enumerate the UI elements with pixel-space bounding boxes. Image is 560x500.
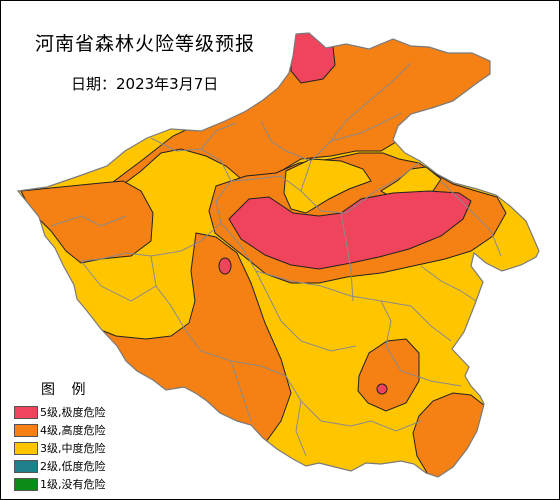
city-boundaries (50, 62, 502, 457)
legend-label-level3: 3级,中度危险 (40, 442, 106, 455)
level4-west-zone (20, 180, 154, 264)
legend-item-level2: 2级,低度危险 (14, 457, 106, 475)
legend-swatch-level3 (14, 441, 38, 455)
legend-title: 图 例 (41, 382, 92, 398)
level5-central-zone (228, 190, 472, 270)
legend: 5级,极度危险 4级,高度危险 3级,中度危险 2级,低度危险 1级,没有危险 (14, 403, 106, 493)
legend-item-level5: 5级,极度危险 (14, 403, 106, 421)
legend-label-level4: 4级,高度危险 (40, 424, 106, 437)
legend-label-level1: 1级,没有危险 (40, 478, 106, 491)
level5-south-spot (376, 383, 388, 395)
forecast-date: 日期：2023年3月7日 (71, 75, 219, 93)
legend-label-level5: 5级,极度危险 (40, 406, 106, 419)
legend-swatch-level1 (14, 477, 38, 491)
legend-label-level2: 2级,低度危险 (40, 460, 106, 473)
legend-item-level1: 1级,没有危险 (14, 475, 106, 493)
legend-item-level4: 4级,高度危险 (14, 421, 106, 439)
level3-island-north (283, 158, 372, 214)
legend-swatch-level2 (14, 459, 38, 473)
level5-west-spot (218, 257, 232, 275)
level4-xinyang-zone (357, 338, 420, 412)
legend-swatch-level4 (14, 423, 38, 437)
legend-item-level3: 3级,中度危险 (14, 439, 106, 457)
legend-swatch-level5 (14, 405, 38, 419)
map-title: 河南省森林火险等级预报 (35, 33, 256, 55)
